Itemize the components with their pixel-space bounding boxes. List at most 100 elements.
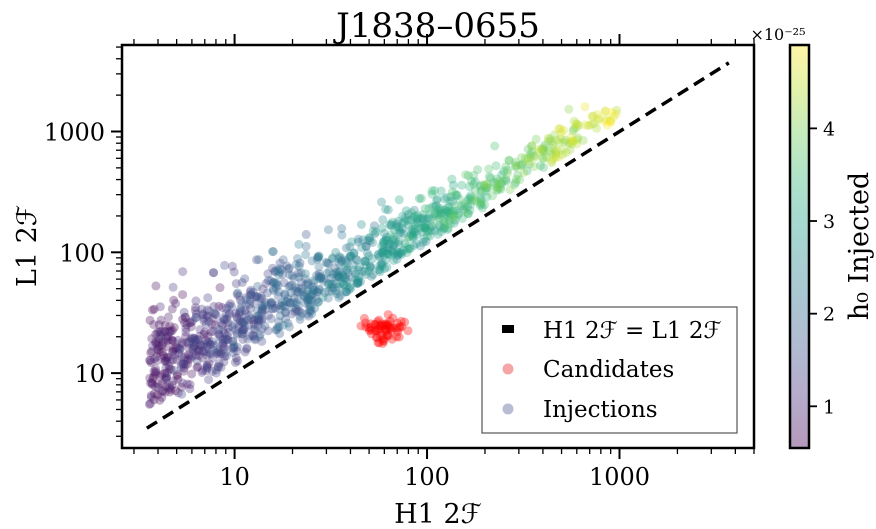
injection-point: [502, 168, 512, 178]
candidate-point: [371, 326, 380, 336]
injection-point: [257, 336, 267, 346]
injection-point: [179, 363, 189, 373]
injection-point: [280, 289, 290, 299]
injection-point: [609, 112, 619, 122]
legend-label-reference-line: H1 2ℱ = L1 2ℱ: [543, 318, 722, 344]
injection-point: [342, 276, 352, 286]
injection-point: [262, 288, 272, 298]
injection-point: [214, 330, 224, 340]
injection-point: [417, 227, 427, 237]
injection-point: [356, 220, 366, 229]
injection-point: [257, 324, 267, 334]
injection-point: [393, 250, 403, 260]
candidate-point: [370, 319, 380, 329]
candidate-point: [385, 316, 395, 326]
injection-point: [440, 205, 450, 215]
injection-point: [351, 274, 360, 284]
injection-point: [377, 258, 387, 268]
injection-point: [515, 175, 525, 185]
candidate-point: [375, 324, 385, 334]
injection-point: [461, 207, 471, 217]
injection-point: [214, 347, 224, 357]
injection-point: [243, 334, 253, 344]
injection-point: [463, 209, 473, 219]
injection-point: [291, 286, 301, 296]
injection-point: [360, 256, 370, 266]
injection-point: [331, 267, 341, 277]
injection-point: [393, 216, 403, 226]
injection-point: [436, 227, 446, 237]
injection-point: [240, 347, 250, 357]
injection-point: [250, 335, 260, 345]
colorbar-tick-label: 1: [823, 396, 835, 418]
injection-point: [166, 364, 176, 374]
injection-point: [280, 302, 290, 312]
injection-point: [253, 321, 263, 331]
injection-point: [198, 309, 208, 319]
injection-point: [495, 182, 505, 192]
injection-point: [592, 123, 602, 133]
injection-point: [301, 280, 311, 290]
injection-point: [448, 206, 458, 216]
injection-point: [340, 273, 350, 282]
injection-point: [198, 353, 207, 363]
candidate-point: [388, 313, 398, 323]
injection-point: [159, 327, 169, 337]
injection-point: [283, 318, 293, 328]
injection-point: [418, 215, 428, 225]
injection-point: [309, 285, 319, 295]
injection-point: [293, 268, 303, 278]
injection-point: [252, 311, 262, 321]
injection-point: [232, 312, 242, 322]
injection-point: [353, 237, 363, 247]
injection-point: [261, 297, 271, 307]
injection-point: [539, 143, 549, 153]
injection-point: [335, 279, 345, 289]
injection-point: [307, 295, 317, 305]
injection-point: [146, 391, 156, 401]
injection-point: [314, 285, 324, 295]
injection-point: [238, 325, 248, 335]
injection-point: [182, 379, 192, 389]
injection-point: [341, 287, 351, 297]
injection-point: [319, 274, 329, 284]
injection-point: [442, 192, 452, 202]
injection-point: [278, 320, 288, 330]
injection-point: [205, 339, 215, 349]
injection-point: [230, 358, 240, 367]
candidate-point: [364, 323, 374, 333]
injection-point: [439, 217, 449, 227]
injection-point: [342, 287, 352, 297]
candidate-point: [395, 323, 404, 333]
injection-point: [235, 304, 245, 314]
injection-point: [203, 312, 213, 322]
injection-point: [358, 235, 368, 245]
legend-box: [481, 306, 738, 434]
injection-point: [409, 227, 419, 237]
injection-point: [501, 174, 511, 184]
injection-point: [154, 320, 164, 330]
injection-point: [232, 342, 242, 352]
injection-point: [154, 342, 164, 352]
injection-point: [153, 327, 163, 337]
injection-point: [306, 306, 316, 315]
injection-point: [433, 229, 443, 239]
injection-point: [181, 332, 191, 342]
injection-point: [537, 144, 547, 154]
candidate-point: [383, 310, 393, 320]
injection-point: [281, 308, 291, 318]
injection-point: [444, 202, 454, 211]
x-tick-label: 1000: [589, 463, 650, 491]
injection-point: [164, 312, 173, 322]
injection-point: [271, 278, 281, 288]
injection-point: [160, 327, 170, 336]
injection-point: [323, 293, 333, 303]
injection-point: [400, 217, 409, 226]
injection-point: [279, 301, 288, 311]
injection-point: [300, 269, 310, 279]
injection-point: [406, 229, 416, 239]
candidate-point: [374, 315, 384, 325]
injection-point: [220, 334, 230, 344]
candidate-point: [392, 318, 402, 328]
injection-point: [402, 242, 411, 252]
